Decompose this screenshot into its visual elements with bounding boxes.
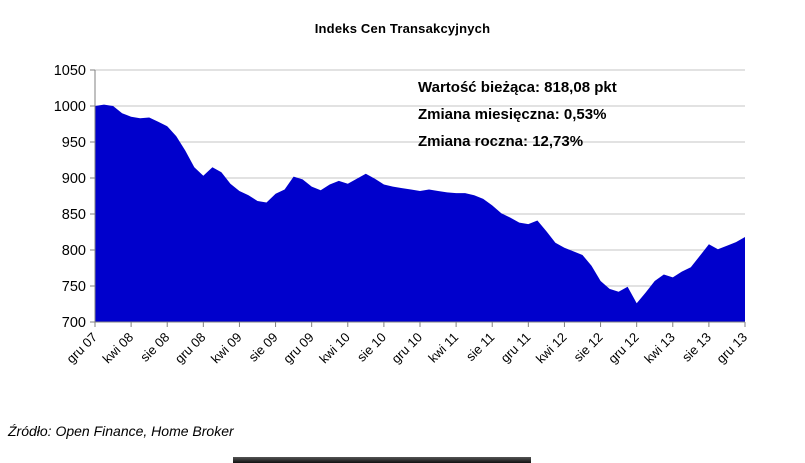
svg-text:sie 10: sie 10 [354,330,389,365]
source-note: Źródło: Open Finance, Home Broker [8,423,234,439]
svg-text:gru 07: gru 07 [63,330,100,367]
svg-text:sie 09: sie 09 [246,330,281,365]
svg-text:850: 850 [62,207,86,223]
svg-text:1000: 1000 [54,99,86,115]
svg-text:950: 950 [62,135,86,151]
annotation-current-value: Wartość bieżąca: 818,08 pkt [418,79,617,96]
chart-title: Indeks Cen Transakcyjnych [314,21,491,36]
svg-text:sie 11: sie 11 [463,330,497,364]
svg-text:gru 09: gru 09 [280,330,317,367]
svg-text:800: 800 [62,243,86,259]
svg-text:kwi 09: kwi 09 [208,330,245,367]
cropped-element-edge [233,457,531,463]
svg-text:gru 11: gru 11 [497,330,533,366]
svg-text:700: 700 [62,315,86,331]
svg-text:kwi 08: kwi 08 [100,330,137,367]
svg-text:kwi 11: kwi 11 [425,330,461,366]
chart-annotation: Wartość bieżąca: 818,08 pkt Zmiana miesi… [418,74,617,155]
svg-text:sie 08: sie 08 [137,330,172,365]
svg-text:750: 750 [62,279,86,295]
annotation-yearly-change: Zmiana roczna: 12,73% [418,133,584,150]
svg-text:1050: 1050 [54,63,86,79]
svg-text:sie 12: sie 12 [571,330,606,365]
svg-text:kwi 10: kwi 10 [316,330,353,367]
svg-text:kwi 12: kwi 12 [533,330,570,367]
svg-text:sie 13: sie 13 [679,330,714,365]
annotation-monthly-change: Zmiana miesięczna: 0,53% [418,106,607,123]
svg-text:gru 12: gru 12 [605,330,642,367]
svg-text:gru 10: gru 10 [388,330,425,367]
chart-area: 1050 1000 950 900 850 800 750 700 gru 07 kwi 08 si… [0,52,805,402]
svg-text:kwi 13: kwi 13 [641,330,678,367]
svg-text:gru 08: gru 08 [172,330,209,367]
svg-text:900: 900 [62,171,86,187]
svg-text:gru 13: gru 13 [713,330,750,367]
